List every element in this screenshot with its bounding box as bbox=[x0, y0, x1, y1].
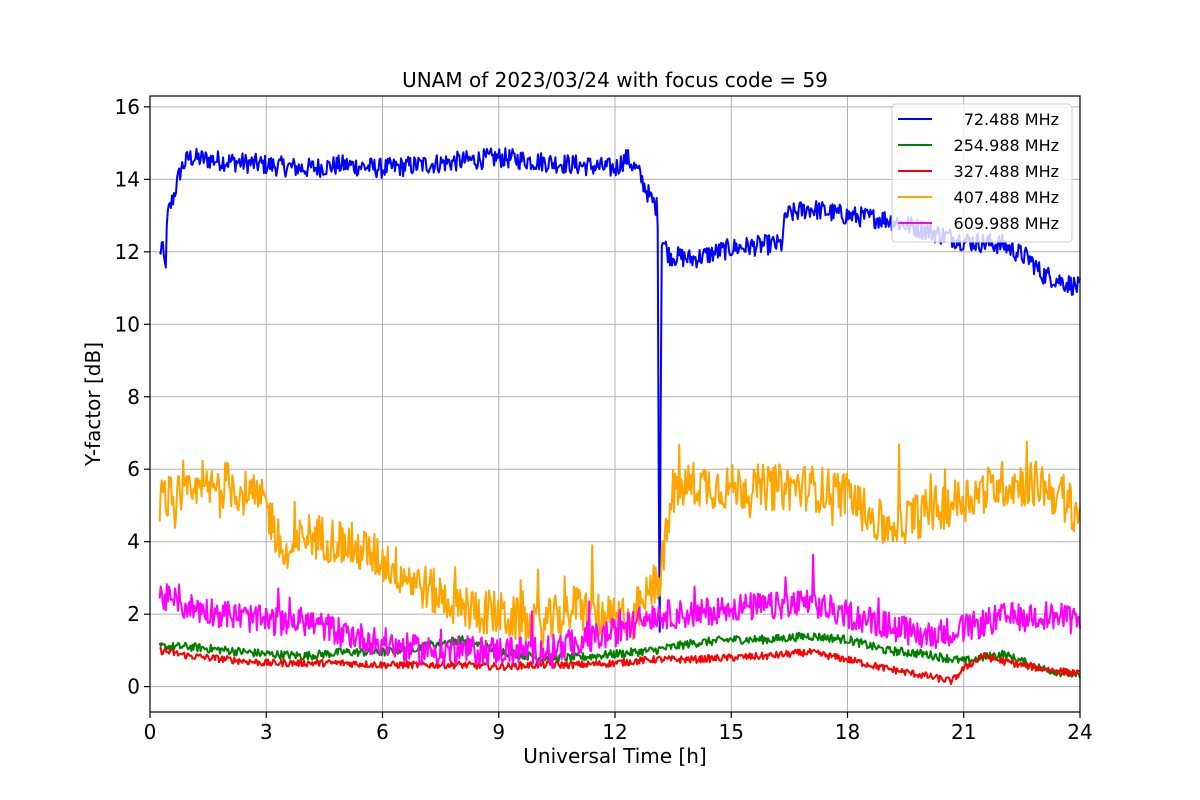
x-tick-label: 6 bbox=[376, 720, 389, 744]
y-tick-label: 2 bbox=[127, 602, 140, 626]
legend-entry: 254.988 MHz bbox=[954, 136, 1059, 155]
y-tick-label: 0 bbox=[127, 675, 140, 699]
x-tick-label: 21 bbox=[951, 720, 976, 744]
y-tick-label: 8 bbox=[127, 385, 140, 409]
legend: 72.488 MHz 254.988 MHz 327.488 MHz 407.488 … bbox=[891, 103, 1073, 243]
y-axis-ticks: 0 2 4 6 8 10 12 14 16 bbox=[115, 95, 150, 699]
chart-title: UNAM of 2023/03/24 with focus code = 59 bbox=[402, 68, 828, 92]
series-line-1 bbox=[158, 631, 1081, 679]
legend-entry: 407.488 MHz bbox=[954, 188, 1059, 207]
y-tick-label: 14 bbox=[115, 167, 140, 191]
x-tick-label: 0 bbox=[144, 720, 157, 744]
x-tick-label: 3 bbox=[260, 720, 273, 744]
x-axis-ticks: 0 3 6 9 12 15 18 21 24 bbox=[144, 712, 1093, 744]
series-line-2 bbox=[159, 646, 1081, 685]
y-tick-label: 6 bbox=[127, 457, 140, 481]
y-tick-label: 16 bbox=[115, 95, 140, 119]
y-tick-label: 4 bbox=[127, 530, 140, 554]
series-line-4 bbox=[158, 553, 1081, 670]
y-axis-label: Y-factor [dB] bbox=[81, 342, 105, 467]
x-tick-label: 12 bbox=[602, 720, 627, 744]
legend-box bbox=[891, 103, 1073, 243]
x-axis-label: Universal Time [h] bbox=[523, 744, 706, 768]
x-tick-label: 24 bbox=[1067, 720, 1092, 744]
legend-entry: 327.488 MHz bbox=[954, 162, 1059, 181]
y-tick-label: 10 bbox=[115, 312, 140, 336]
y-tick-label: 12 bbox=[115, 240, 140, 264]
x-tick-label: 9 bbox=[492, 720, 505, 744]
x-tick-label: 18 bbox=[835, 720, 860, 744]
legend-entry: 72.488 MHz bbox=[964, 110, 1059, 129]
x-tick-label: 15 bbox=[719, 720, 744, 744]
legend-entry: 609.988 MHz bbox=[954, 214, 1059, 233]
